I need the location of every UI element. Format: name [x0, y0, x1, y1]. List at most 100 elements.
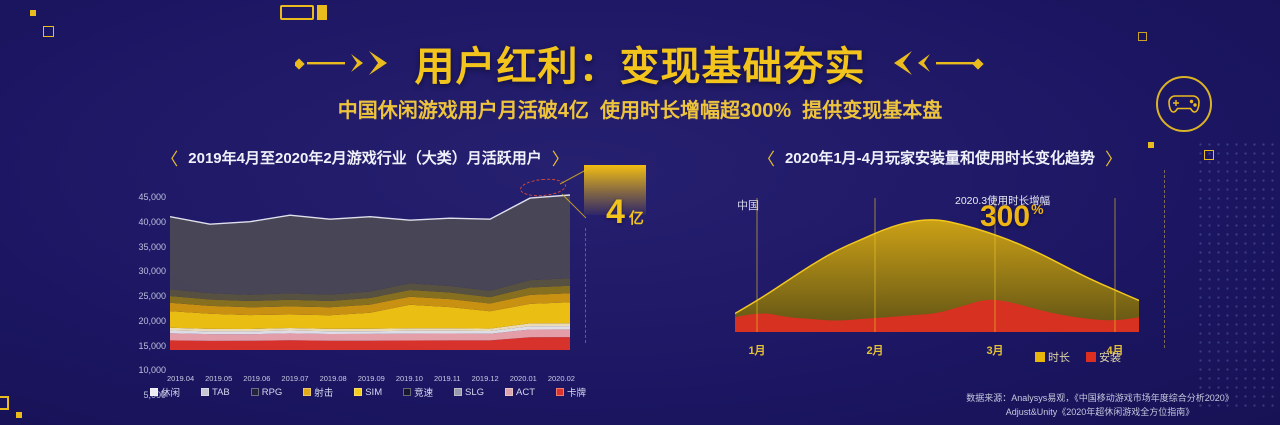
deco-square-outline-icon — [1204, 150, 1214, 160]
callout-box — [584, 165, 646, 215]
source-line-1: 数据来源：Analysys易观，《中国移动游戏市场年度综合分析2020》 — [966, 393, 1234, 403]
legend-item: 安装 — [1086, 349, 1121, 365]
bracket-right-icon: 〉 — [551, 150, 569, 169]
right-chart-title-text: 2020年1月-4月玩家安装量和使用时长变化趋势 — [784, 150, 1096, 167]
legend-label: 竞速 — [414, 388, 434, 399]
deco-tag-icon — [280, 5, 327, 20]
legend-label: SLG — [465, 386, 485, 398]
legend-swatch — [505, 388, 513, 396]
x-tick-label: 2月 — [866, 345, 884, 357]
header: 用户红利：变现基础夯实 — [0, 34, 1280, 92]
left-chart-title-text: 2019年4月至2020年2月游戏行业（大类）月活跃用户 — [188, 150, 542, 167]
annotation-percent: % — [1031, 201, 1044, 217]
callout-dashed-line — [585, 228, 586, 343]
x-tick-label: 2019.12 — [471, 374, 499, 383]
legend-swatch — [403, 388, 412, 396]
x-tick-label: 2020.01 — [509, 374, 537, 383]
deco-square-icon — [1148, 142, 1154, 148]
callout-connector-lines — [559, 169, 587, 219]
area-series-ACT — [170, 329, 570, 341]
left-chart-plot — [170, 194, 570, 350]
left-chart-title: 〈 2019年4月至2020年2月游戏行业（大类）月活跃用户 〉 — [140, 145, 590, 170]
bracket-right-icon: 〉 — [1105, 150, 1123, 169]
deco-square-outline-icon — [0, 396, 9, 410]
x-tick-label: 1月 — [748, 345, 766, 357]
area-series-射击 — [170, 293, 570, 316]
legend-swatch — [200, 388, 209, 396]
legend-swatch — [354, 388, 363, 396]
callout-unit: 亿 — [628, 210, 644, 227]
x-tick-label: 2019.10 — [395, 374, 423, 383]
dot-grid-texture — [1196, 140, 1280, 408]
x-tick-label: 2019.08 — [319, 374, 347, 383]
y-tick-label: 25,000 — [138, 291, 166, 301]
legend-swatch — [1035, 352, 1045, 362]
bracket-left-icon: 〈 — [161, 150, 179, 169]
x-tick-label: 2020.02 — [547, 374, 575, 383]
area-series-TAB — [170, 278, 570, 301]
legend-item: 竞速 — [403, 385, 433, 399]
legend-label: TAB — [211, 386, 230, 398]
legend-label: ACT — [516, 386, 535, 398]
area-series-RPG — [170, 285, 570, 308]
title-decoration-right — [893, 51, 984, 75]
page-title: 用户红利：变现基础夯实 — [414, 45, 866, 89]
area-series-时长 — [735, 219, 1139, 332]
left-chart-legend: 休闲 TAB RPG 射击 SIM 竞速 SLG ACT 卡牌 — [150, 385, 586, 399]
legend-item: SIM — [354, 387, 382, 398]
deco-square-outline-icon — [1138, 32, 1147, 41]
deco-square-icon — [16, 412, 22, 418]
annotation-number: 300 — [980, 200, 1031, 233]
x-tick-label: 3月 — [986, 345, 1004, 357]
area-series-竞速 — [170, 323, 570, 332]
left-chart-x-axis: 2019.04 2019.05 2019.06 2019.07 2019.08 2019.… — [167, 374, 575, 383]
callout-number: 4 — [606, 193, 625, 231]
legend-swatch — [303, 388, 312, 396]
legend-item: 时长 — [1035, 349, 1070, 365]
legend-swatch — [555, 388, 564, 396]
dashed-line-decoration — [1164, 170, 1165, 348]
area-series-SIM — [170, 302, 570, 329]
annotation-value: 300% — [980, 200, 1044, 234]
legend-item: RPG — [250, 387, 282, 398]
total-line — [170, 194, 570, 225]
right-chart-legend: 时长 安装 — [1035, 349, 1121, 365]
y-tick-label: 15,000 — [138, 340, 166, 351]
legend-label: 射击 — [314, 388, 334, 399]
right-chart-title: 〈 2020年1月-4月玩家安装量和使用时长变化趋势 〉 — [725, 145, 1155, 170]
left-chart-y-axis: 45,000 40,000 35,000 30,000 25,000 20,000 15,0… — [128, 192, 166, 400]
legend-label: SIM — [365, 386, 383, 398]
legend-label: 休闲 — [161, 388, 181, 399]
y-tick-label: 30,000 — [138, 266, 166, 277]
legend-item: TAB — [200, 386, 230, 398]
deco-square-icon — [30, 10, 36, 16]
legend-swatch — [454, 388, 463, 396]
deco-square-outline-icon — [43, 26, 54, 37]
right-chart-plot — [735, 198, 1139, 332]
area-series-卡牌 — [170, 337, 570, 350]
y-tick-label: 20,000 — [138, 315, 166, 326]
x-tick-label: 2019.06 — [243, 374, 271, 383]
legend-item: 卡牌 — [555, 385, 586, 399]
x-tick-label: 2019.09 — [357, 374, 385, 383]
source-line-2: Adjust&Unity《2020年超休闲游戏全方位指南》 — [1005, 406, 1195, 417]
bracket-left-icon: 〈 — [757, 150, 775, 169]
gamepad-icon — [1156, 76, 1212, 132]
duration-top-line — [735, 219, 1139, 315]
area-series-SLG — [170, 326, 570, 335]
x-tick-label: 4月 — [1106, 345, 1124, 357]
x-tick-label: 2019.05 — [205, 374, 233, 383]
title-decoration-left — [294, 51, 387, 75]
legend-swatch — [250, 388, 259, 396]
legend-item: 休闲 — [150, 385, 180, 399]
legend-label: 卡牌 — [566, 388, 586, 399]
legend-swatch — [1086, 352, 1096, 362]
area-series-休闲 — [170, 195, 570, 295]
legend-item: 射击 — [303, 385, 333, 399]
legend-label: 时长 — [1048, 352, 1070, 364]
y-tick-label: 35,000 — [138, 241, 166, 252]
data-source: 数据来源：Analysys易观，《中国移动游戏市场年度综合分析2020》 Adj… — [950, 392, 1250, 419]
right-chart-x-axis: 1月 2月 3月 4月 — [735, 342, 1139, 357]
area-series-安装 — [735, 299, 1139, 332]
